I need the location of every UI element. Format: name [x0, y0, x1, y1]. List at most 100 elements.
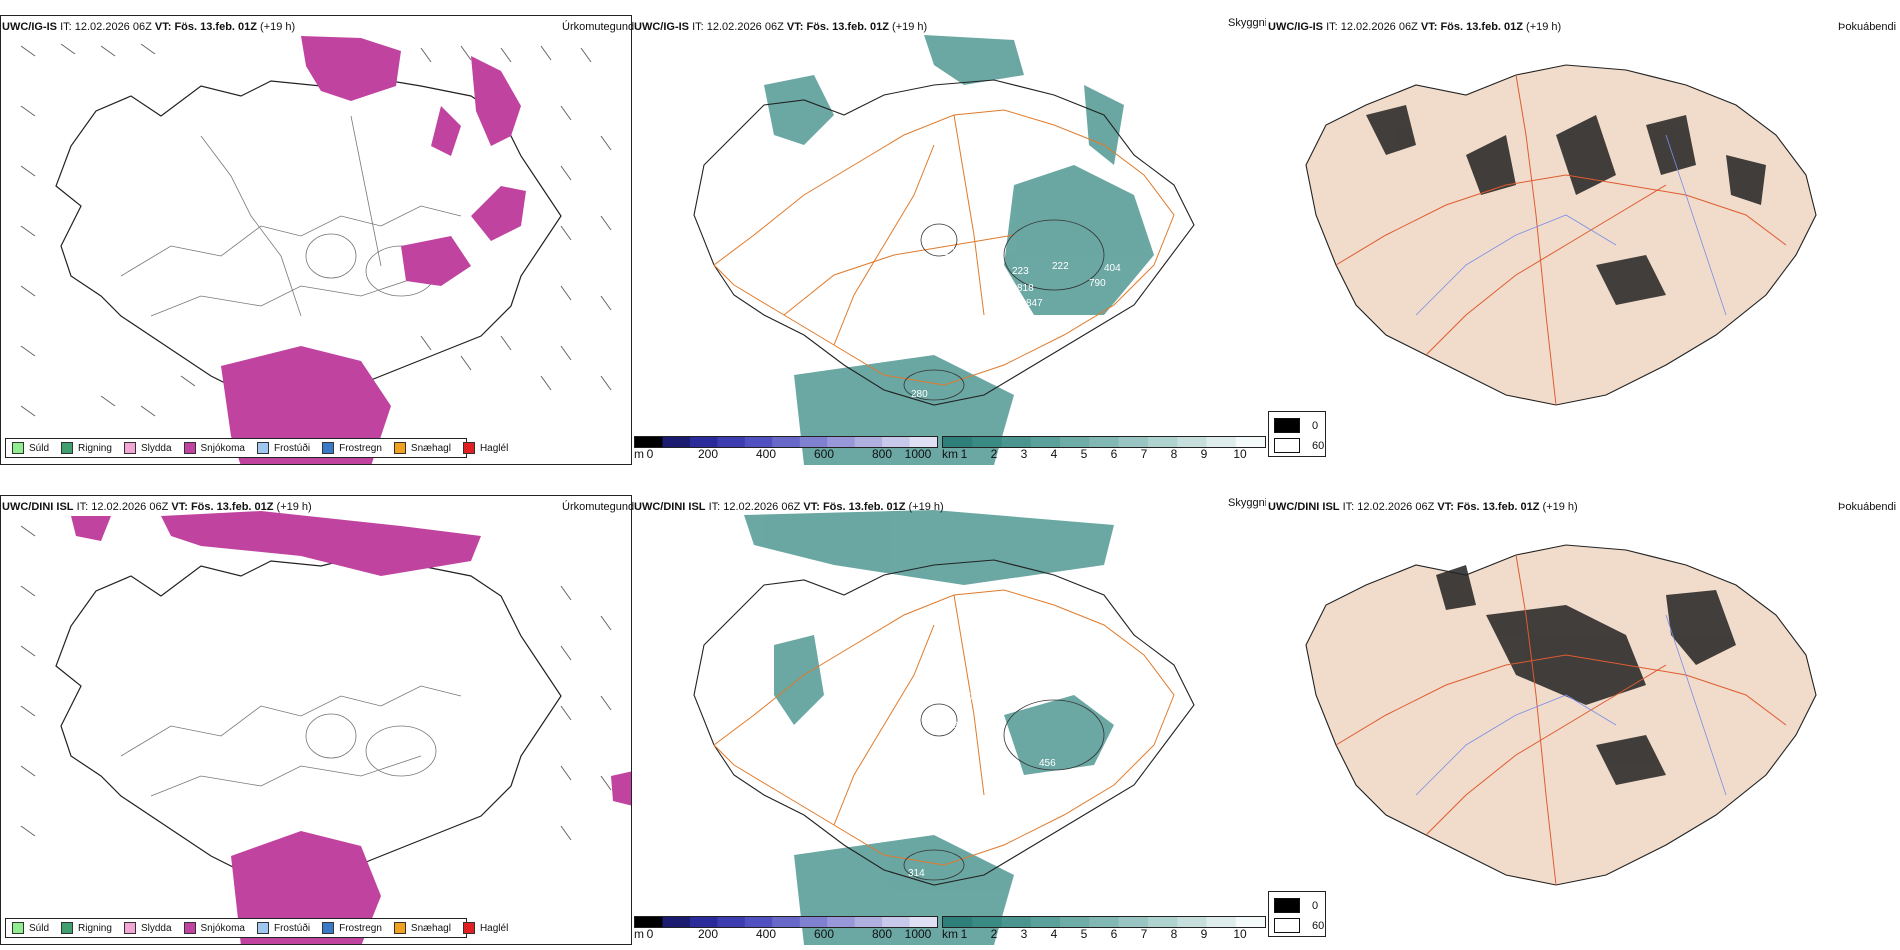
legend-item-sudl: Súld: [12, 922, 49, 934]
visibility-tick: 4: [1050, 447, 1058, 461]
visibility-tick: 10: [1233, 927, 1247, 941]
visibility-tick: 1: [960, 447, 968, 461]
visibility-tick: 6: [1110, 927, 1118, 941]
field-name-cloud-2: Þokuábendi: [1838, 501, 1897, 513]
colorbar-swatch: [717, 917, 746, 927]
colorbar-swatch: [882, 437, 911, 447]
cloud-legend-2: 0 60: [1268, 891, 1326, 937]
legend-item-haglel: Haglél: [462, 442, 508, 454]
visibility-tick: 7: [1140, 447, 1148, 461]
colorbar-swatch: [799, 437, 828, 447]
visibility-colorbar-2: km 1 2 3 4 5 6 7 8 9 10: [942, 916, 1266, 946]
colorbar-swatch: [635, 917, 663, 927]
vis-label: 280: [911, 389, 928, 400]
colorbar-swatch: [1177, 437, 1207, 447]
legend-item-sudl: Súld: [12, 442, 49, 454]
legend-item-snjokoma: Snjókoma: [183, 922, 245, 934]
legend-item-snaehagl: Snæhagl: [393, 922, 451, 934]
elevation-tick: 400: [755, 927, 777, 941]
cloud-legend-row: 0: [1274, 898, 1318, 913]
vis-label: 318: [1139, 142, 1156, 153]
colorbar-swatch: [1060, 917, 1090, 927]
elevation-tick: 200: [697, 447, 719, 461]
colorbar-swatch: [1118, 917, 1149, 927]
precip-map-ig: [20, 36, 612, 464]
fog-areas: [1366, 105, 1766, 305]
snow-areas: [71, 511, 631, 944]
panel-header-ig-vis: UWC/IG-IS IT: 12.02.2026 06Z VT: Fös. 13…: [634, 21, 928, 33]
cloud-legend-row: 60: [1274, 438, 1324, 453]
colorbar-swatch: [1030, 917, 1061, 927]
legend-item-frostregn: Frostregn: [322, 442, 382, 454]
colorbar-swatch: [1235, 917, 1265, 927]
elevation-tick: 600: [813, 927, 835, 941]
visibility-unit: km: [942, 447, 958, 461]
colorbar-swatch: [909, 437, 937, 447]
visibility-tick: 2: [990, 447, 998, 461]
visibility-colorbar-swatches: [942, 436, 1266, 448]
legend-item-frostudi: Frostúði: [256, 922, 310, 934]
elevation-tick: 800: [871, 927, 893, 941]
visibility-panel-dini: 540 190 456 314: [634, 495, 1264, 945]
colorbar-swatch: [882, 917, 911, 927]
colorbar-swatch: [854, 917, 883, 927]
visibility-tick: 9: [1200, 447, 1208, 461]
elevation-tick: 1000: [904, 927, 932, 941]
colorbar-swatch: [772, 917, 801, 927]
elevation-tick: 0: [646, 447, 654, 461]
visibility-tick: 8: [1170, 447, 1178, 461]
colorbar-swatch: [1001, 917, 1032, 927]
vis-label: 223: [1012, 266, 1029, 277]
colorbar-swatch: [972, 917, 1003, 927]
vis-label: 404: [1104, 263, 1121, 274]
legend-item-haglel: Haglél: [462, 922, 508, 934]
colorbar-swatch: [744, 437, 773, 447]
colorbar-swatch: [827, 437, 856, 447]
cloud-legend-row: 60: [1274, 918, 1324, 933]
elevation-tick: 800: [871, 447, 893, 461]
visibility-tick: 3: [1020, 447, 1028, 461]
roads-contours: [120, 115, 462, 317]
precip-type-panel-ig: Súld Rigning Slydda Snjókoma Frostúði Fr…: [0, 15, 632, 465]
cloud-panel-ig: [1266, 15, 1900, 465]
visibility-tick: 9: [1200, 927, 1208, 941]
colorbar-swatch: [827, 917, 856, 927]
cloud-map-dini: [1305, 544, 1817, 886]
legend-item-frostregn: Frostregn: [322, 922, 382, 934]
iceland-outline: [55, 75, 562, 407]
legend-item-rigning: Rigning: [61, 922, 112, 934]
field-name-precip-2: Úrkomutegund: [562, 501, 635, 513]
elevation-unit: m: [634, 927, 644, 941]
panel-header-ig-cloud: UWC/IG-IS IT: 12.02.2026 06Z VT: Fös. 13…: [1268, 21, 1562, 33]
colorbar-swatch: [1147, 917, 1178, 927]
colorbar-swatch: [854, 437, 883, 447]
visibility-map-ig: [693, 35, 1195, 465]
colorbar-swatch: [909, 917, 937, 927]
elevation-tick: 600: [813, 447, 835, 461]
roads-red: [1335, 74, 1787, 406]
precip-map-dini: [20, 511, 631, 944]
panel-header-dini-cloud: UWC/DINI ISL IT: 12.02.2026 06Z VT: Fös.…: [1268, 501, 1578, 513]
vis-label: 790: [1089, 278, 1106, 289]
vis-label: 190: [947, 720, 964, 731]
visibility-colorbar-swatches: [942, 916, 1266, 928]
visibility-tick: 8: [1170, 927, 1178, 941]
colorbar-swatch: [744, 917, 773, 927]
visibility-tick: 10: [1233, 447, 1247, 461]
colorbar-swatch: [1177, 917, 1207, 927]
precip-type-panel-dini: Súld Rigning Slydda Snjókoma Frostúði Fr…: [0, 495, 632, 945]
elevation-colorbar-2: m 0 200 400 600 800 1000: [634, 916, 938, 946]
colorbar-swatch: [689, 917, 718, 927]
elevation-colorbar-swatches: [634, 436, 938, 448]
colorbar-swatch: [943, 917, 973, 927]
elevation-unit: m: [634, 447, 644, 461]
colorbar-swatch: [1089, 917, 1120, 927]
colorbar-swatch: [1118, 437, 1149, 447]
vis-label: 847: [1026, 298, 1043, 309]
visibility-unit: km: [942, 927, 958, 941]
colorbar-swatch: [689, 437, 718, 447]
colorbar-swatch: [1235, 437, 1265, 447]
rivers: [1415, 134, 1727, 316]
elevation-tick: 0: [646, 927, 654, 941]
iceland-outline-vis: [693, 79, 1195, 406]
